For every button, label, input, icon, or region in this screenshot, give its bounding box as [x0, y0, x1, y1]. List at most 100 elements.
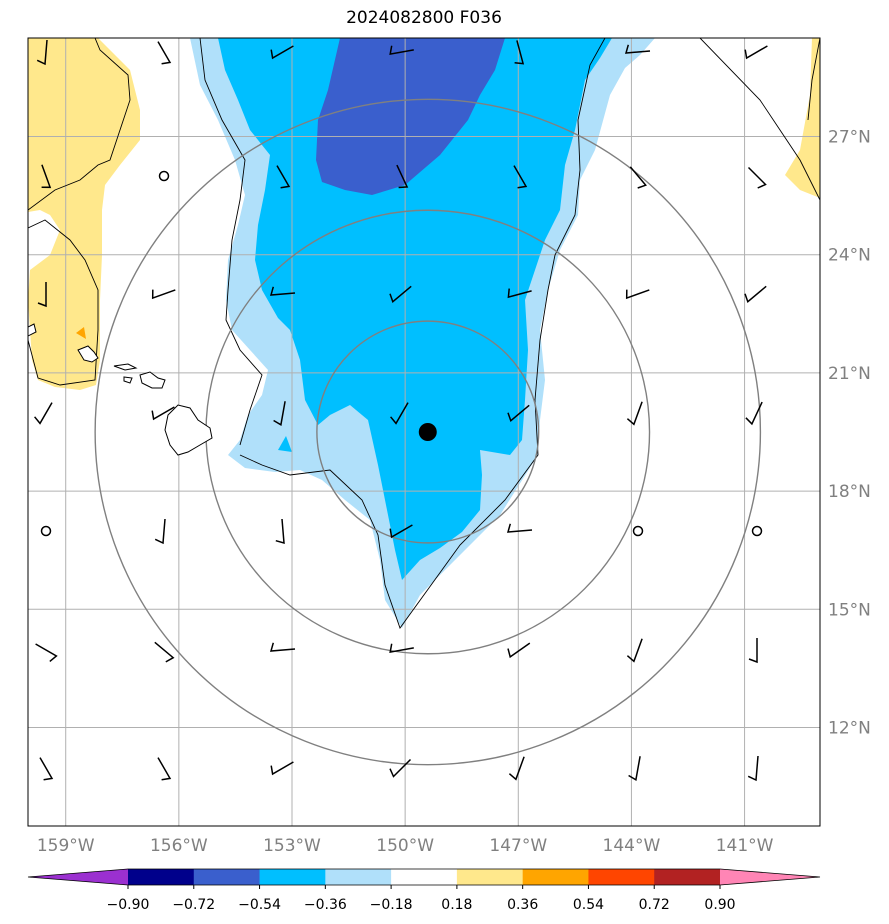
wind-barb-icon	[744, 285, 767, 303]
wind-barb-icon	[154, 641, 175, 663]
contour-line-west	[199, 38, 263, 446]
colorbar-tick-label: −0.72	[172, 897, 215, 913]
colorbar-tick-label: −0.36	[304, 897, 347, 913]
contour-line-northeast	[699, 38, 820, 201]
colorbar-tick-label: −0.90	[107, 897, 150, 913]
contour-line-east	[239, 38, 606, 629]
island-lanai	[123, 376, 133, 384]
colorbar-segment	[391, 869, 458, 885]
lat-tick-label: 18°N	[828, 482, 871, 502]
island-big-island	[164, 404, 213, 456]
map-title: 2024082800 F036	[346, 8, 502, 28]
contour-line-northwest	[28, 219, 99, 386]
colorbar: −0.90 −0.72 −0.54 −0.36 −0.18 0.18 0.36 0.54 0.7…	[27, 868, 821, 913]
contour-lines	[28, 38, 820, 629]
wind-barb-icon	[747, 166, 767, 189]
island-oahu	[77, 345, 99, 363]
lat-tick-label: 21°N	[828, 364, 871, 384]
colorbar-segment	[128, 869, 195, 885]
calm-wind-icon	[40, 525, 52, 537]
calm-wind-icon	[751, 525, 763, 537]
wind-barb-icon	[624, 44, 651, 54]
wind-barb-icon	[34, 402, 53, 425]
wind-barbs	[34, 39, 768, 782]
island-molokai	[113, 363, 138, 371]
wind-barb-icon	[628, 756, 641, 781]
wind-barb-icon	[269, 286, 296, 296]
calm-wind-icon	[632, 525, 644, 537]
wind-barb-icon	[157, 41, 172, 65]
colorbar-extend-min	[28, 869, 128, 885]
wind-barb-icon	[389, 524, 413, 539]
wind-barb-icon	[35, 643, 58, 662]
orange-marker-icon	[76, 327, 86, 339]
colorbar-tick-label: −0.54	[238, 897, 281, 913]
lon-tick-label: 141°W	[716, 836, 774, 856]
range-ring-0	[316, 320, 540, 544]
wind-barb-icon	[151, 406, 175, 421]
wind-barb-icon	[513, 165, 528, 189]
wind-barb-icon	[273, 401, 286, 426]
range-ring-2	[94, 98, 762, 766]
wind-barb-icon	[389, 285, 412, 303]
wind-barb-icon	[157, 757, 172, 781]
wind-barb-icon	[41, 164, 52, 189]
wind-barb-icon	[629, 166, 647, 189]
wind-barb-icon	[276, 165, 291, 189]
island-maui	[139, 371, 166, 389]
wind-barb-icon	[389, 758, 412, 778]
wind-barb-icon	[514, 40, 525, 65]
lon-tick-label: 147°W	[489, 836, 547, 856]
lon-tick-label: 159°W	[37, 836, 95, 856]
wind-barb-icon	[748, 638, 758, 664]
map-panel	[28, 38, 820, 826]
wind-barb-icon	[39, 757, 54, 781]
colorbar-tick-label: −0.18	[370, 897, 413, 913]
wind-barb-icon	[389, 45, 414, 56]
hawaiian-islands	[28, 323, 213, 456]
longitude-tick-labels: 159°W 156°W 153°W 150°W 147°W 144°W 141°W	[37, 836, 774, 856]
lat-tick-label: 15°N	[828, 600, 871, 620]
colorbar-tick-label: 0.18	[441, 897, 472, 913]
colorbar-segment	[325, 869, 392, 885]
wind-barb-icon	[745, 401, 763, 426]
wind-barb-icon	[507, 404, 530, 422]
positive-anomaly-northeast	[785, 38, 820, 198]
wind-barb-icon	[36, 39, 48, 66]
lon-tick-label: 156°W	[150, 836, 208, 856]
island-kauai	[28, 323, 37, 337]
wind-barb-icon	[747, 755, 759, 782]
wind-barb-icon	[508, 756, 525, 781]
wind-barb-icon	[390, 402, 409, 425]
wind-barb-icon	[269, 642, 296, 652]
coast-boundary-west	[28, 38, 131, 211]
wind-barb-icon	[626, 638, 643, 663]
colorbar-segment	[456, 869, 524, 885]
colorbar-segment	[654, 869, 721, 885]
colorbar-tick-label: 0.54	[573, 897, 604, 913]
latitude-tick-labels: 27°N 24°N 21°N 18°N 15°N 12°N	[828, 128, 871, 739]
wind-barb-icon	[389, 643, 414, 654]
lat-tick-label: 12°N	[828, 719, 871, 739]
wind-barb-icon	[270, 761, 294, 776]
shading-layer	[28, 38, 820, 628]
wind-barb-icon	[154, 518, 166, 545]
colorbar-extend-max	[720, 869, 820, 885]
negative-anomaly-patch	[278, 436, 292, 452]
contour-line-east-edge	[807, 38, 820, 121]
positive-anomaly-west	[28, 38, 140, 390]
wind-barb-icon	[625, 289, 650, 300]
lat-tick-label: 27°N	[828, 128, 871, 148]
calm-wind-icon	[158, 170, 170, 182]
map-frame	[27, 37, 821, 827]
colorbar-segment	[522, 869, 589, 885]
colorbar-tick-label: 0.72	[639, 897, 670, 913]
wind-barb-icon	[507, 642, 531, 659]
wind-barb-icon	[626, 401, 643, 426]
lon-tick-label: 144°W	[603, 836, 661, 856]
wind-barb-icon	[37, 282, 47, 308]
lon-tick-label: 153°W	[263, 836, 321, 856]
colorbar-segment	[193, 869, 261, 885]
wind-barb-icon	[275, 518, 285, 545]
